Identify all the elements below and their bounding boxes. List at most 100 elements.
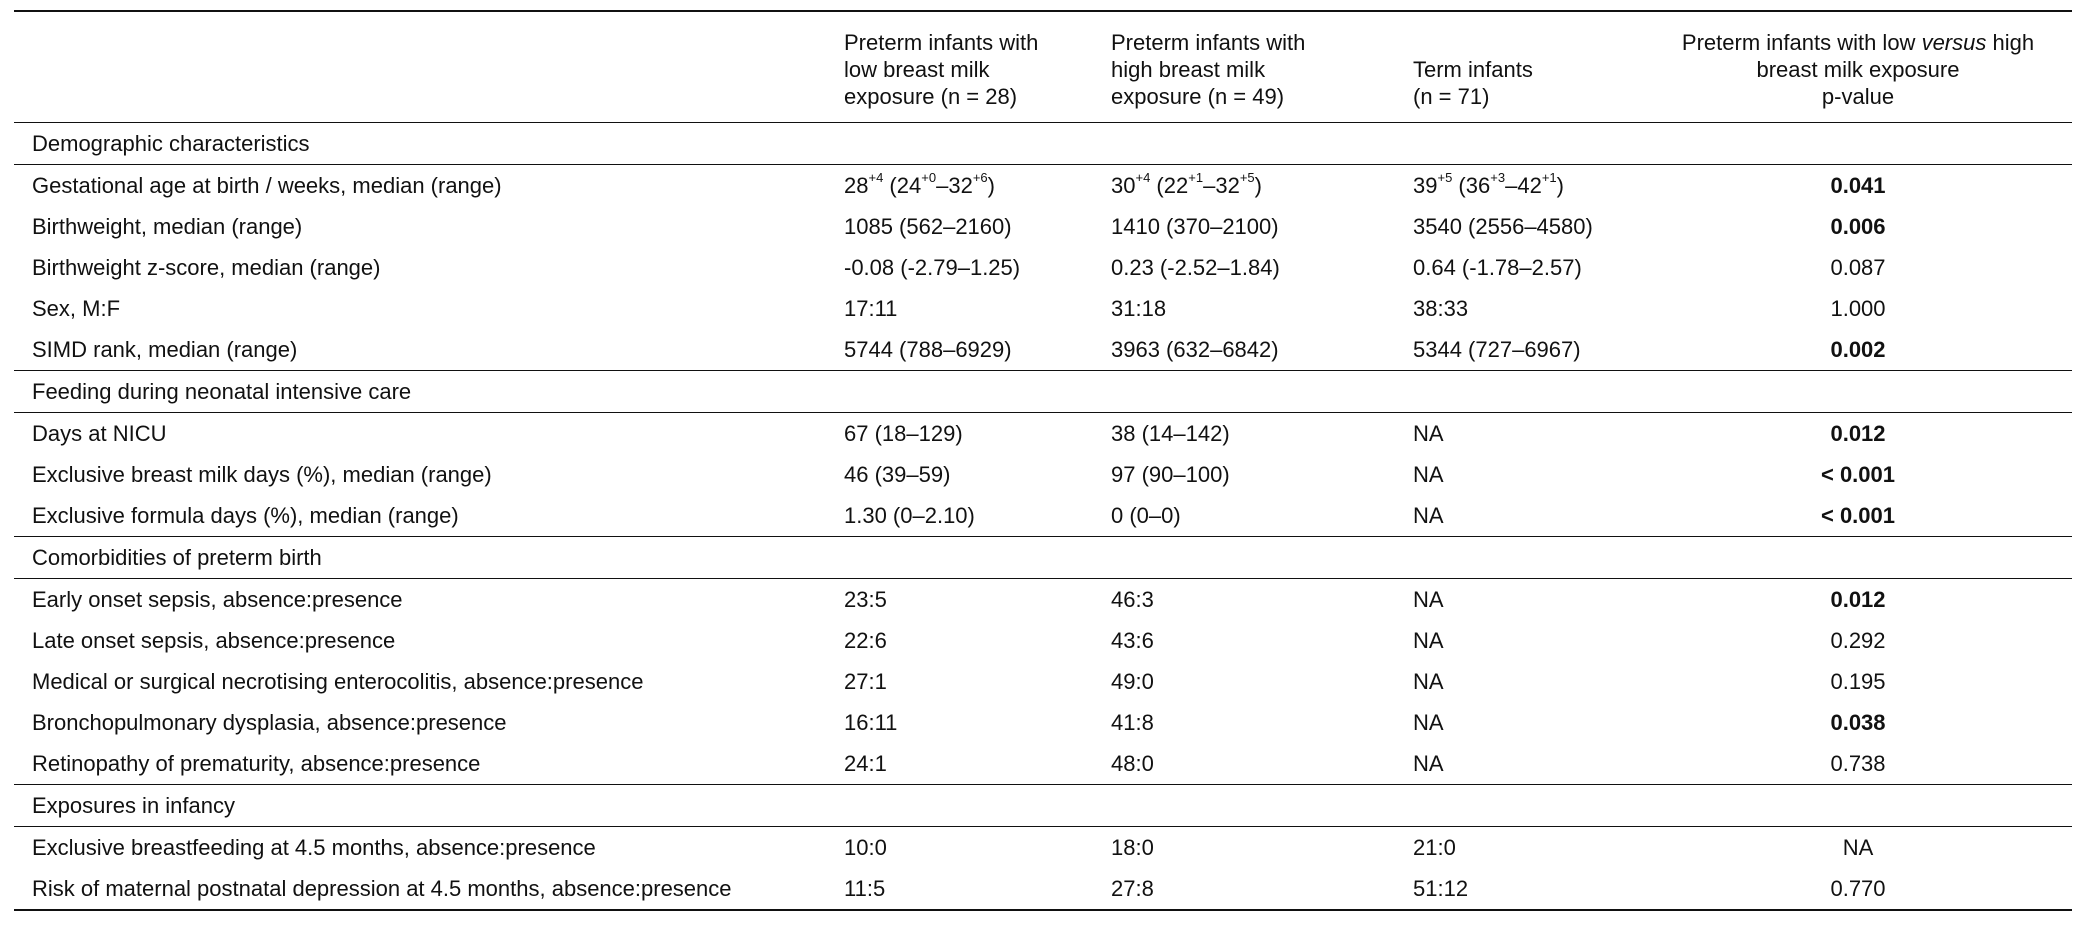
cell-term-infants: NA — [1384, 743, 1644, 785]
table-row: Late onset sepsis, absence:presence 22:6 4… — [14, 620, 2072, 661]
header-low-line-1: Preterm infants with — [844, 30, 1039, 55]
cell-low-exposure: -0.08 (-2.79–1.25) — [844, 255, 1021, 280]
header-high-line-1: Preterm infants with — [1111, 30, 1306, 55]
table-row: Risk of maternal postnatal depression at… — [14, 868, 2072, 911]
superscript-days: +0 — [921, 169, 937, 185]
value-weeks: 24 — [896, 173, 922, 198]
table-header: Preterm infants with low breast milk exp… — [14, 10, 2072, 123]
section-title: Feeding during neonatal intensive care — [14, 370, 2072, 413]
cell-high-exposure: 31:18 — [1111, 296, 1167, 321]
header-empty-cell — [14, 10, 829, 123]
cell-p-value: 0.738 — [1644, 743, 2072, 785]
cell-low-exposure: 23:5 — [844, 587, 887, 612]
cell-term-infants: NA — [1413, 628, 1444, 653]
row-label: Exclusive breast milk days (%), median (… — [32, 462, 492, 487]
cell-low-exposure: 46 (39–59) — [844, 462, 951, 487]
cell-high-exposure: 49:0 — [1111, 669, 1154, 694]
infant-characteristics-table: Preterm infants with low breast milk exp… — [14, 10, 2072, 911]
cell-term-infants: NA — [1413, 462, 1444, 487]
cell-low-exposure: 24:1 — [829, 743, 1096, 785]
row-label: Birthweight z-score, median (range) — [32, 255, 381, 280]
row-label: Gestational age at birth / weeks, median… — [32, 173, 502, 198]
row-label: Bronchopulmonary dysplasia, absence:pres… — [32, 710, 507, 735]
cell-term-infants: NA — [1413, 587, 1444, 612]
cell-term-infants: 3540 (2556–4580) — [1413, 214, 1593, 239]
row-label: Risk of maternal postnatal depression at… — [14, 868, 829, 911]
header-pvalue-line-1: Preterm infants with low versus high — [1644, 29, 2072, 56]
superscript-days: +1 — [1188, 169, 1204, 185]
row-label: Early onset sepsis, absence:presence — [32, 587, 403, 612]
cell-high-exposure: 48:0 — [1096, 743, 1384, 785]
cell-low-exposure: 10:0 — [844, 835, 887, 860]
section-header-row: Exposures in infancy — [14, 784, 2072, 827]
header-term-line-1: Term infants — [1413, 57, 1533, 82]
table-row: Birthweight z-score, median (range) -0.08… — [14, 247, 2072, 288]
section-header-row: Feeding during neonatal intensive care — [14, 370, 2072, 413]
cell-term-infants: 39+5 (36+3–42+1) — [1413, 169, 1564, 198]
value-weeks: 36 — [1465, 173, 1491, 198]
row-label: Sex, M:F — [32, 296, 121, 321]
table-row: Retinopathy of prematurity, absence:pres… — [14, 743, 2072, 785]
row-label: Medical or surgical necrotising enteroco… — [32, 669, 644, 694]
table-row: Early onset sepsis, absence:presence 23:5… — [14, 579, 2072, 621]
cell-p-value: 0.012 — [1830, 587, 1886, 612]
header-pvalue-post: high — [1986, 30, 2035, 55]
cell-high-exposure: 46:3 — [1111, 587, 1154, 612]
row-label: Retinopathy of prematurity, absence:pres… — [14, 743, 829, 785]
cell-low-exposure: 11:5 — [829, 868, 1096, 911]
row-label: Days at NICU — [32, 421, 167, 446]
header-row: Preterm infants with low breast milk exp… — [14, 10, 2072, 123]
value-weeks: 32 — [1215, 173, 1240, 198]
cell-high-exposure: 27:8 — [1096, 868, 1384, 911]
value-weeks: 42 — [1517, 173, 1542, 198]
cell-term-infants: NA — [1413, 421, 1444, 446]
section-title: Comorbidities of preterm birth — [14, 536, 2072, 579]
value-weeks: 22 — [1163, 173, 1189, 198]
cell-low-exposure: 28+4 (24+0–32+6) — [844, 169, 995, 198]
header-low-line-2: low breast milk — [844, 57, 990, 82]
cell-p-value: 0.770 — [1644, 868, 2072, 911]
table-row: Exclusive breast milk days (%), median (… — [14, 454, 2072, 495]
cell-p-value: 0.002 — [1644, 329, 2072, 371]
row-label: Exclusive formula days (%), median (rang… — [14, 495, 829, 537]
cell-p-value: 0.041 — [1830, 173, 1886, 198]
cell-p-value: < 0.001 — [1820, 462, 1895, 487]
superscript-days: +4 — [868, 169, 884, 185]
cell-term-infants: NA — [1413, 669, 1444, 694]
header-term-line-2: (n = 71) — [1413, 84, 1490, 109]
table-row: Medical or surgical necrotising enteroco… — [14, 661, 2072, 702]
header-pvalue-line-2: breast milk exposure — [1756, 57, 1960, 82]
header-p-value: Preterm infants with low versus high bre… — [1644, 10, 2072, 123]
cell-p-value: 0.087 — [1830, 255, 1886, 280]
value-weeks: 39 — [1413, 173, 1438, 198]
cell-high-exposure: 30+4 (22+1–32+5) — [1111, 169, 1262, 198]
cell-term-infants: NA — [1384, 495, 1644, 537]
cell-high-exposure: 97 (90–100) — [1111, 462, 1230, 487]
cell-low-exposure: 17:11 — [844, 296, 898, 321]
cell-low-exposure: 16:11 — [844, 710, 898, 735]
table-body: Demographic characteristics Gestational a… — [14, 122, 2072, 911]
cell-low-exposure: 1085 (562–2160) — [844, 214, 1012, 239]
cell-p-value: NA — [1842, 835, 1874, 860]
table-row: Gestational age at birth / weeks, median… — [14, 165, 2072, 207]
cell-p-value: 0.012 — [1830, 421, 1886, 446]
cell-term-infants: 38:33 — [1413, 296, 1469, 321]
cell-high-exposure: 0.23 (-2.52–1.84) — [1111, 255, 1280, 280]
cell-p-value: 0.038 — [1830, 710, 1886, 735]
cell-low-exposure: 27:1 — [844, 669, 887, 694]
cell-term-infants: 0.64 (-1.78–2.57) — [1413, 255, 1582, 280]
results-table-container: Preterm infants with low breast milk exp… — [14, 10, 2072, 911]
value-weeks: 28 — [844, 173, 869, 198]
value-weeks: 32 — [948, 173, 973, 198]
table-row: Bronchopulmonary dysplasia, absence:pres… — [14, 702, 2072, 743]
superscript-days: +1 — [1541, 169, 1557, 185]
cell-term-infants: 21:0 — [1413, 835, 1456, 860]
cell-high-exposure: 41:8 — [1111, 710, 1154, 735]
cell-p-value: 0.292 — [1830, 628, 1886, 653]
table-row: SIMD rank, median (range) 5744 (788–6929)… — [14, 329, 2072, 371]
cell-p-value: 0.195 — [1830, 669, 1886, 694]
table-row: Sex, M:F 17:11 31:18 38:33 1.000 — [14, 288, 2072, 329]
cell-high-exposure: 3963 (632–6842) — [1096, 329, 1384, 371]
header-pvalue-pre: Preterm infants with low — [1681, 30, 1922, 55]
row-label: Late onset sepsis, absence:presence — [32, 628, 396, 653]
